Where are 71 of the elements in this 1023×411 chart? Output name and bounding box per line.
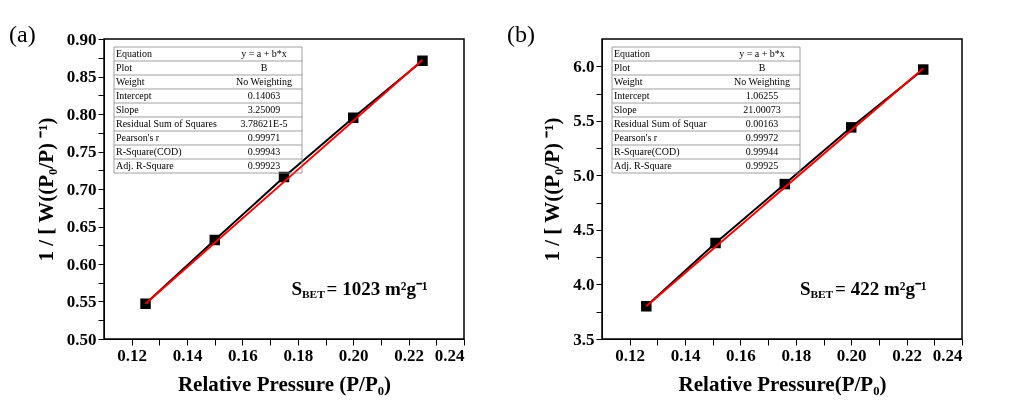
x-tick-label: 0.16 (726, 345, 756, 365)
annotation: y = a + b*x (739, 48, 785, 59)
annotation: Equation (614, 48, 651, 59)
annotation: No Weighting (236, 76, 292, 87)
annotation: Residual Sum of Squares (116, 118, 217, 129)
annotation: 0.99972 (745, 132, 779, 143)
x-tick-label: 0.20 (836, 345, 867, 365)
annotation: 0.99944 (745, 146, 779, 157)
y-tick-label: 6.0 (573, 56, 595, 76)
x-tick-label: 0.22 (394, 345, 424, 365)
y-tick-label: 0.70 (66, 179, 97, 199)
annotation: Plot (614, 62, 631, 73)
x-tick-label: 0.24 (932, 345, 963, 365)
y-tick-label: 5.0 (573, 165, 595, 185)
y-axis-title: 1 / [ W((P₀/P) ⁻¹) (33, 117, 58, 262)
annotation: 3.78621E-5 (240, 118, 288, 129)
annotation: 0.99925 (745, 160, 779, 171)
annotation: 3.25009 (247, 104, 281, 115)
annotation: Weight (116, 76, 145, 87)
x-tick-label: 0.20 (338, 345, 369, 365)
x-tick-label: 0.16 (228, 345, 258, 365)
annotation: Pearson's r (614, 132, 658, 143)
x-tick-label: 0.12 (117, 345, 148, 365)
y-tick-label: 5.5 (573, 111, 595, 131)
y-tick-label: 0.55 (66, 292, 97, 311)
annotation: Intercept (116, 90, 152, 101)
annotation: Pearson's r (116, 132, 160, 143)
y-tick-label: 0.50 (66, 329, 97, 349)
y-tick-label: 4.5 (573, 220, 595, 240)
x-tick-label: 0.24 (434, 345, 465, 365)
annotation: Slope (116, 104, 140, 115)
y-tick-label: 4.0 (573, 274, 595, 294)
y-tick-label: 0.75 (66, 142, 97, 161)
annotation: Equation (116, 48, 153, 59)
annotation: Residual Sum of Squar (614, 118, 708, 129)
annotation: 0.99943 (247, 146, 281, 157)
annotation: y = a + b*x (241, 48, 287, 59)
y-tick-label: 0.80 (66, 104, 97, 124)
x-tick-label: 0.14 (172, 345, 203, 365)
y-tick-label: 0.60 (66, 254, 97, 274)
x-tick-label: 0.14 (670, 345, 701, 365)
text: (a) (9, 21, 36, 47)
annotation: 0.99971 (247, 132, 281, 143)
annotation: No Weighting (734, 76, 790, 87)
x-tick-label: 0.12 (615, 345, 646, 365)
annotation: B (758, 62, 766, 73)
y-tick-label: 0.85 (66, 67, 97, 86)
y-tick-label: 0.65 (66, 217, 97, 236)
y-tick-label: 3.5 (573, 329, 595, 349)
x-axis-title: Relative Pressure (P/P₀) (177, 371, 392, 396)
annotation: 0.00163 (745, 118, 779, 129)
annotation: 0.99923 (247, 160, 281, 171)
annotation: Weight (614, 76, 643, 87)
annotation: Adj. R-Square (116, 160, 175, 171)
x-tick-label: 0.18 (781, 345, 812, 365)
annotation: 21.00073 (743, 104, 781, 115)
text: (b) (507, 21, 535, 47)
x-tick-label: 0.18 (283, 345, 314, 365)
annotation: R-Square(COD) (614, 146, 680, 158)
annotation: 1.06255 (745, 90, 779, 101)
annotation: R-Square(COD) (116, 146, 182, 158)
annotation: B (260, 62, 268, 73)
x-axis-title: Relative Pressure(P/P₀) (678, 371, 887, 396)
x-tick-label: 0.22 (892, 345, 922, 365)
annotation: Plot (116, 62, 133, 73)
annotation: Intercept (614, 90, 650, 101)
y-tick-label: 0.90 (66, 29, 97, 49)
annotation: 0.14063 (247, 90, 281, 101)
annotation: Slope (614, 104, 638, 115)
y-axis-title: 1 / [ W((P₀/P) ⁻¹) (540, 117, 565, 262)
annotation: Adj. R-Square (614, 160, 673, 171)
